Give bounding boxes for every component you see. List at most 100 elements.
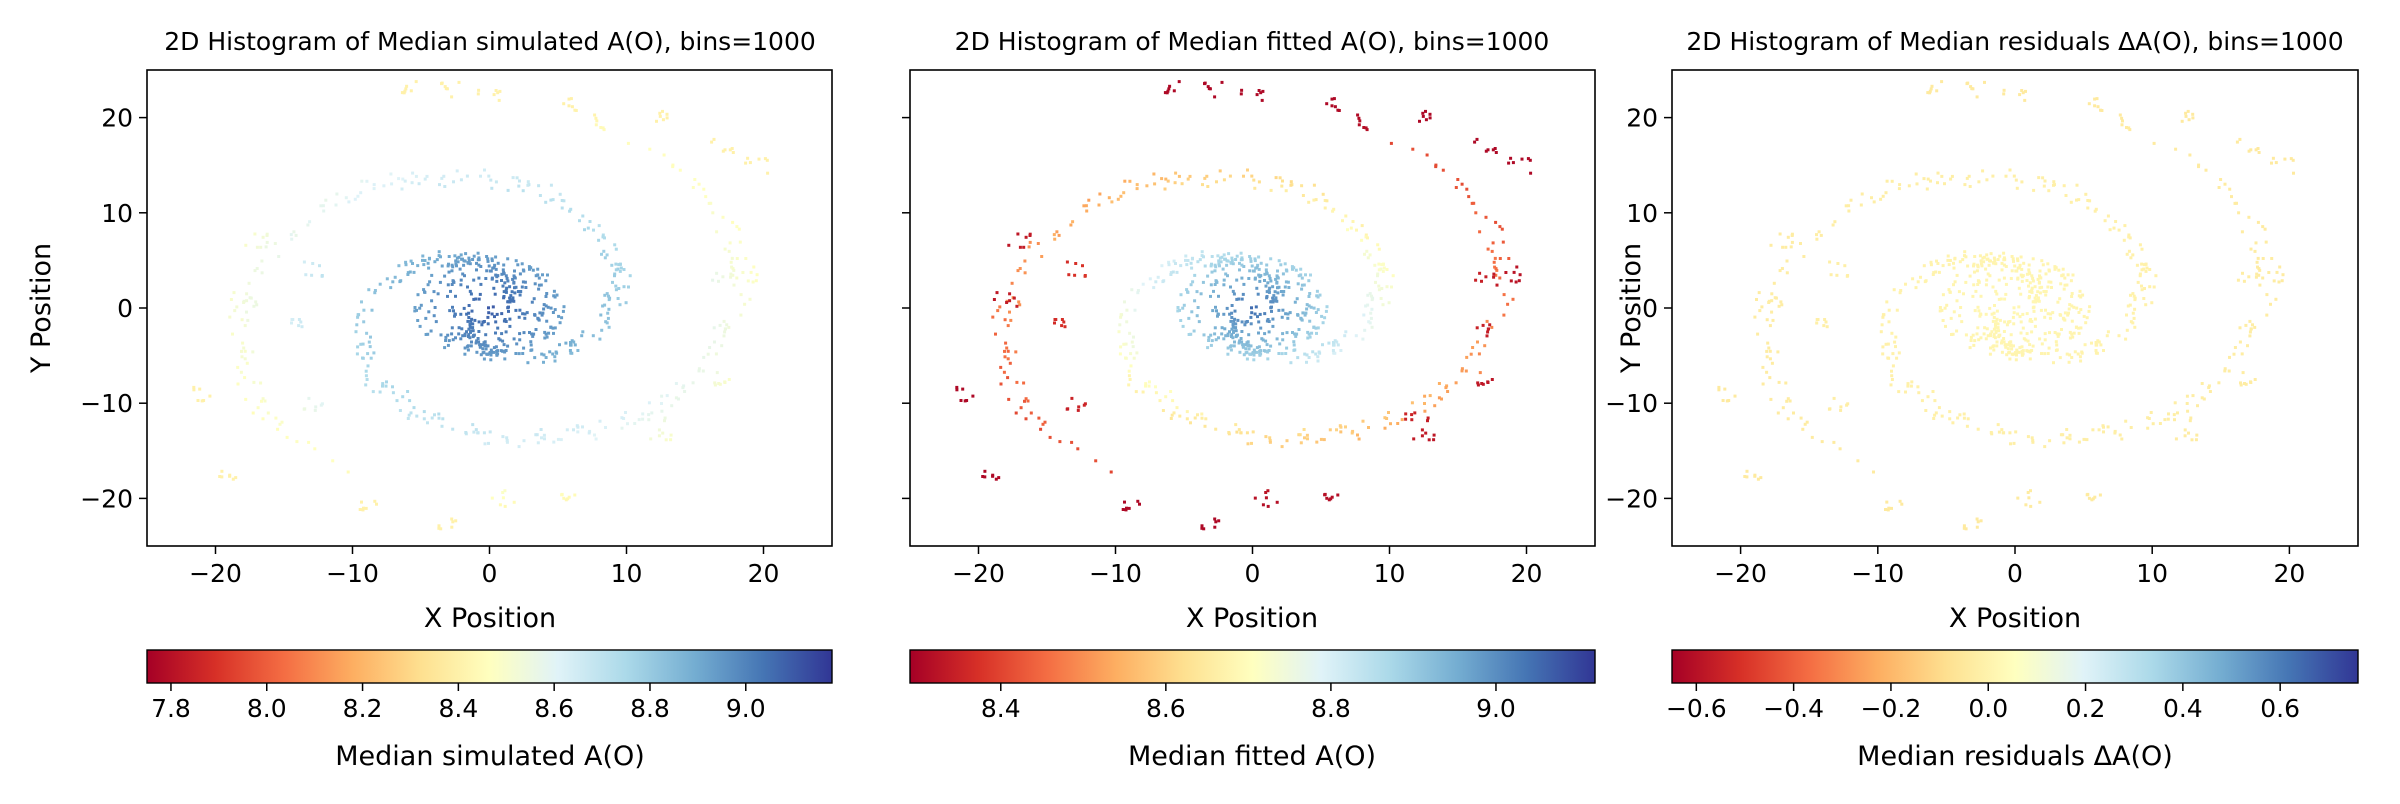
heatmap-point <box>1250 174 1254 178</box>
heatmap-point <box>462 306 466 310</box>
heatmap-point <box>319 403 323 407</box>
heatmap-point <box>568 209 572 213</box>
heatmap-point <box>2249 247 2253 251</box>
heatmap-point <box>1177 174 1181 178</box>
heatmap-point <box>658 111 662 115</box>
colorbar-ticks: 8.4 8.6 8.8 9.0 <box>981 683 1516 723</box>
heatmap-point <box>1494 267 1498 271</box>
heatmap-point <box>2082 437 2086 441</box>
heatmap-point <box>1989 259 1992 263</box>
heatmap-point <box>1426 416 1430 420</box>
heatmap-point <box>549 306 553 310</box>
heatmap-point <box>2239 381 2242 385</box>
heatmap-point <box>1994 330 1998 334</box>
heatmap-point <box>1247 343 1251 347</box>
heatmap-point <box>536 441 540 445</box>
heatmap-point <box>1300 283 1304 287</box>
heatmap-point <box>706 352 710 356</box>
heatmap-point <box>715 230 719 234</box>
heatmap-point <box>548 350 552 354</box>
heatmap-point <box>1017 300 1021 304</box>
heatmap-point <box>1948 259 1952 262</box>
heatmap-point <box>400 187 404 191</box>
heatmap-point <box>430 416 434 420</box>
heatmap-point <box>2038 500 2042 504</box>
heatmap-point <box>2021 91 2025 95</box>
heatmap-point <box>1975 517 1979 521</box>
heatmap-point <box>1323 493 1327 497</box>
x-tick-label: 10 <box>611 559 643 588</box>
heatmap-point <box>1270 309 1273 313</box>
heatmap-point <box>1839 408 1843 412</box>
heatmap-point <box>1158 399 1162 403</box>
heatmap-point <box>2093 209 2097 213</box>
heatmap-point <box>1315 289 1319 293</box>
heatmap-point <box>492 346 496 350</box>
heatmap-point <box>1218 256 1222 260</box>
heatmap-point <box>1267 349 1271 352</box>
heatmap-point <box>727 249 731 253</box>
heatmap-point <box>1494 220 1498 224</box>
heatmap-point <box>393 275 397 279</box>
heatmap-point <box>1828 260 1832 264</box>
heatmap-point <box>2062 287 2066 291</box>
heatmap-point <box>492 266 496 270</box>
heatmap-point <box>1315 440 1319 444</box>
heatmap-point <box>1163 91 1167 95</box>
heatmap-point <box>1074 262 1078 265</box>
heatmap-point <box>245 299 249 303</box>
heatmap-point <box>416 293 420 297</box>
heatmap-point <box>555 351 559 355</box>
heatmap-point <box>508 296 512 300</box>
heatmap-point <box>1509 279 1513 283</box>
heatmap-point <box>547 331 551 335</box>
heatmap-point <box>1900 502 1904 506</box>
heatmap-point <box>1870 196 1873 200</box>
heatmap-point <box>1514 280 1518 284</box>
heatmap-point <box>1257 320 1261 324</box>
heatmap-point <box>429 329 433 333</box>
heatmap-point <box>2004 282 2008 286</box>
heatmap-point <box>728 241 732 245</box>
heatmap-point <box>2256 147 2260 150</box>
heatmap-point <box>1164 177 1168 181</box>
heatmap-point <box>483 340 487 344</box>
heatmap-point <box>243 357 247 361</box>
heatmap-point <box>545 335 549 339</box>
heatmap-point <box>2037 299 2041 303</box>
heatmap-point <box>1210 262 1213 266</box>
heatmap-point <box>1230 259 1234 263</box>
heatmap-point <box>2004 345 2008 349</box>
heatmap-point <box>364 369 368 373</box>
heatmap-point <box>983 475 987 479</box>
heatmap-point <box>1786 397 1790 401</box>
heatmap-point <box>1223 327 1227 331</box>
heatmap-point <box>710 140 714 144</box>
heatmap-point <box>2223 182 2227 186</box>
heatmap-point <box>365 179 369 183</box>
heatmap-point <box>1276 276 1280 280</box>
heatmap-point <box>1976 427 1980 431</box>
heatmap-point <box>2253 249 2257 253</box>
heatmap-point <box>1172 259 1176 263</box>
heatmap-point <box>475 350 479 354</box>
heatmap-point <box>297 318 301 321</box>
heatmap-point <box>1323 199 1327 202</box>
heatmap-point <box>372 351 376 355</box>
heatmap-point <box>657 434 661 438</box>
heatmap-point <box>1304 311 1308 315</box>
heatmap-point <box>2274 161 2278 165</box>
heatmap-point <box>461 272 465 276</box>
heatmap-point <box>2087 496 2091 500</box>
heatmap-point <box>1169 273 1173 276</box>
heatmap-point <box>531 268 535 272</box>
heatmap-point <box>2031 257 2035 261</box>
heatmap-point <box>477 276 481 280</box>
heatmap-point <box>245 292 249 296</box>
heatmap-point <box>1387 301 1391 305</box>
heatmap-point <box>471 322 475 326</box>
heatmap-point <box>2000 261 2004 265</box>
heatmap-point <box>1988 306 1992 310</box>
heatmap-point <box>414 174 418 178</box>
heatmap-point <box>2223 367 2227 371</box>
